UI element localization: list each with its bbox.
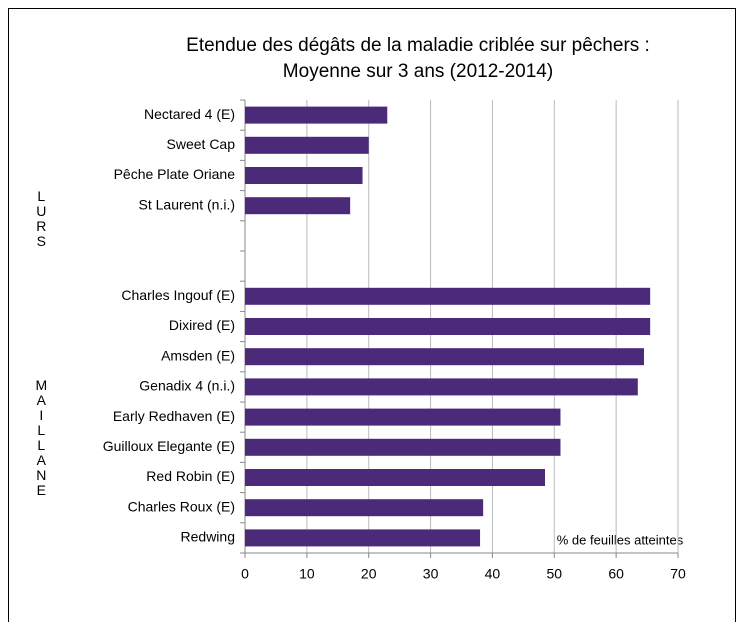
chart-title: Etendue des dégâts de la maladie criblée… — [186, 35, 650, 56]
x-tick-label: 60 — [608, 566, 624, 582]
y-tick-label: Red Robin (E) — [146, 468, 235, 484]
x-tick-label: 40 — [485, 566, 501, 582]
y-tick-label: Charles Ingouf (E) — [121, 287, 235, 303]
bar — [245, 499, 484, 517]
bar — [245, 438, 561, 456]
x-tick-label: 30 — [423, 566, 439, 582]
x-tick-label: 20 — [361, 566, 377, 582]
x-tick-label: 50 — [546, 566, 562, 582]
x-tick-label: 70 — [670, 566, 686, 582]
bar — [245, 197, 351, 215]
x-tick-label: 0 — [241, 566, 249, 582]
x-tick-label: 10 — [299, 566, 315, 582]
bar — [245, 167, 363, 184]
bar — [245, 106, 388, 124]
y-tick-label: Early Redhaven (E) — [113, 408, 235, 424]
y-tick-label: Pêche Plate Oriane — [114, 166, 236, 182]
y-tick-label: Charles Roux (E) — [128, 498, 235, 514]
bar — [245, 136, 369, 154]
bar — [245, 408, 561, 426]
y-tick-label: Sweet Cap — [167, 136, 236, 152]
y-tick-label: Genadix 4 (n.i.) — [139, 378, 235, 394]
group-label: MAILLANE — [33, 377, 49, 497]
bar — [245, 318, 651, 335]
y-tick-label: Guilloux Elegante (E) — [103, 438, 235, 454]
chart-subtitle: Moyenne sur 3 ans (2012-2014) — [283, 61, 553, 82]
y-tick-label: Dixired (E) — [169, 317, 235, 333]
bar — [245, 287, 651, 305]
bar — [245, 378, 638, 396]
group-label: LURS — [33, 188, 49, 248]
y-tick-label: Redwing — [181, 529, 235, 545]
y-tick-label: Amsden (E) — [161, 347, 235, 363]
bar — [245, 529, 481, 547]
y-tick-label: Nectared 4 (E) — [144, 106, 235, 122]
y-tick-label: St Laurent (n.i.) — [139, 196, 236, 212]
bar — [245, 348, 644, 366]
bar — [245, 469, 546, 486]
x-axis-label: % de feuilles atteintes — [557, 532, 684, 547]
